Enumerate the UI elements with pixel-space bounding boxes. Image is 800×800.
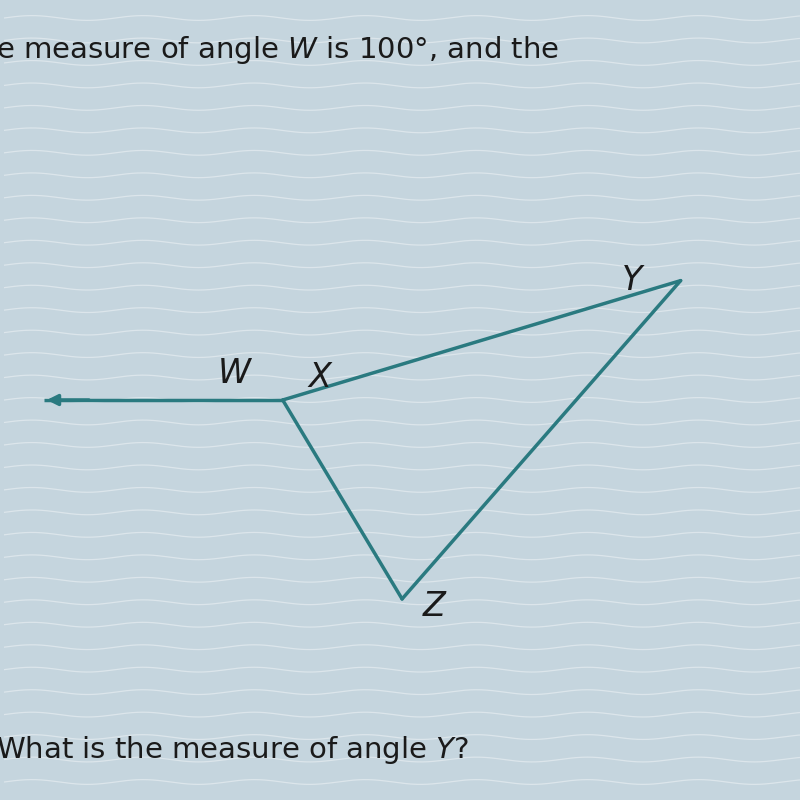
Text: e measure of angle $W$ is 100°, and the: e measure of angle $W$ is 100°, and the <box>0 34 559 66</box>
Text: $Z$: $Z$ <box>422 591 448 623</box>
Text: $X$: $X$ <box>306 362 334 394</box>
Text: $Y$: $Y$ <box>621 265 645 297</box>
Text: $W$: $W$ <box>217 358 253 390</box>
Text: What is the measure of angle $Y$?: What is the measure of angle $Y$? <box>0 734 469 766</box>
